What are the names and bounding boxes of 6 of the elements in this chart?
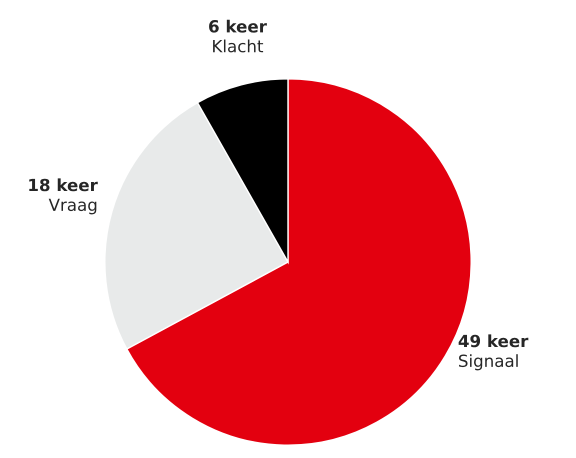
data-label: 6 keer [209, 20, 267, 33]
data-label: 49 keer [458, 334, 528, 348]
data-label: 18 keer [29, 178, 98, 192]
slice-label: Vraag [48, 198, 96, 214]
slice-label: Signaal [459, 354, 518, 370]
slice-label: Klacht [213, 40, 264, 52]
